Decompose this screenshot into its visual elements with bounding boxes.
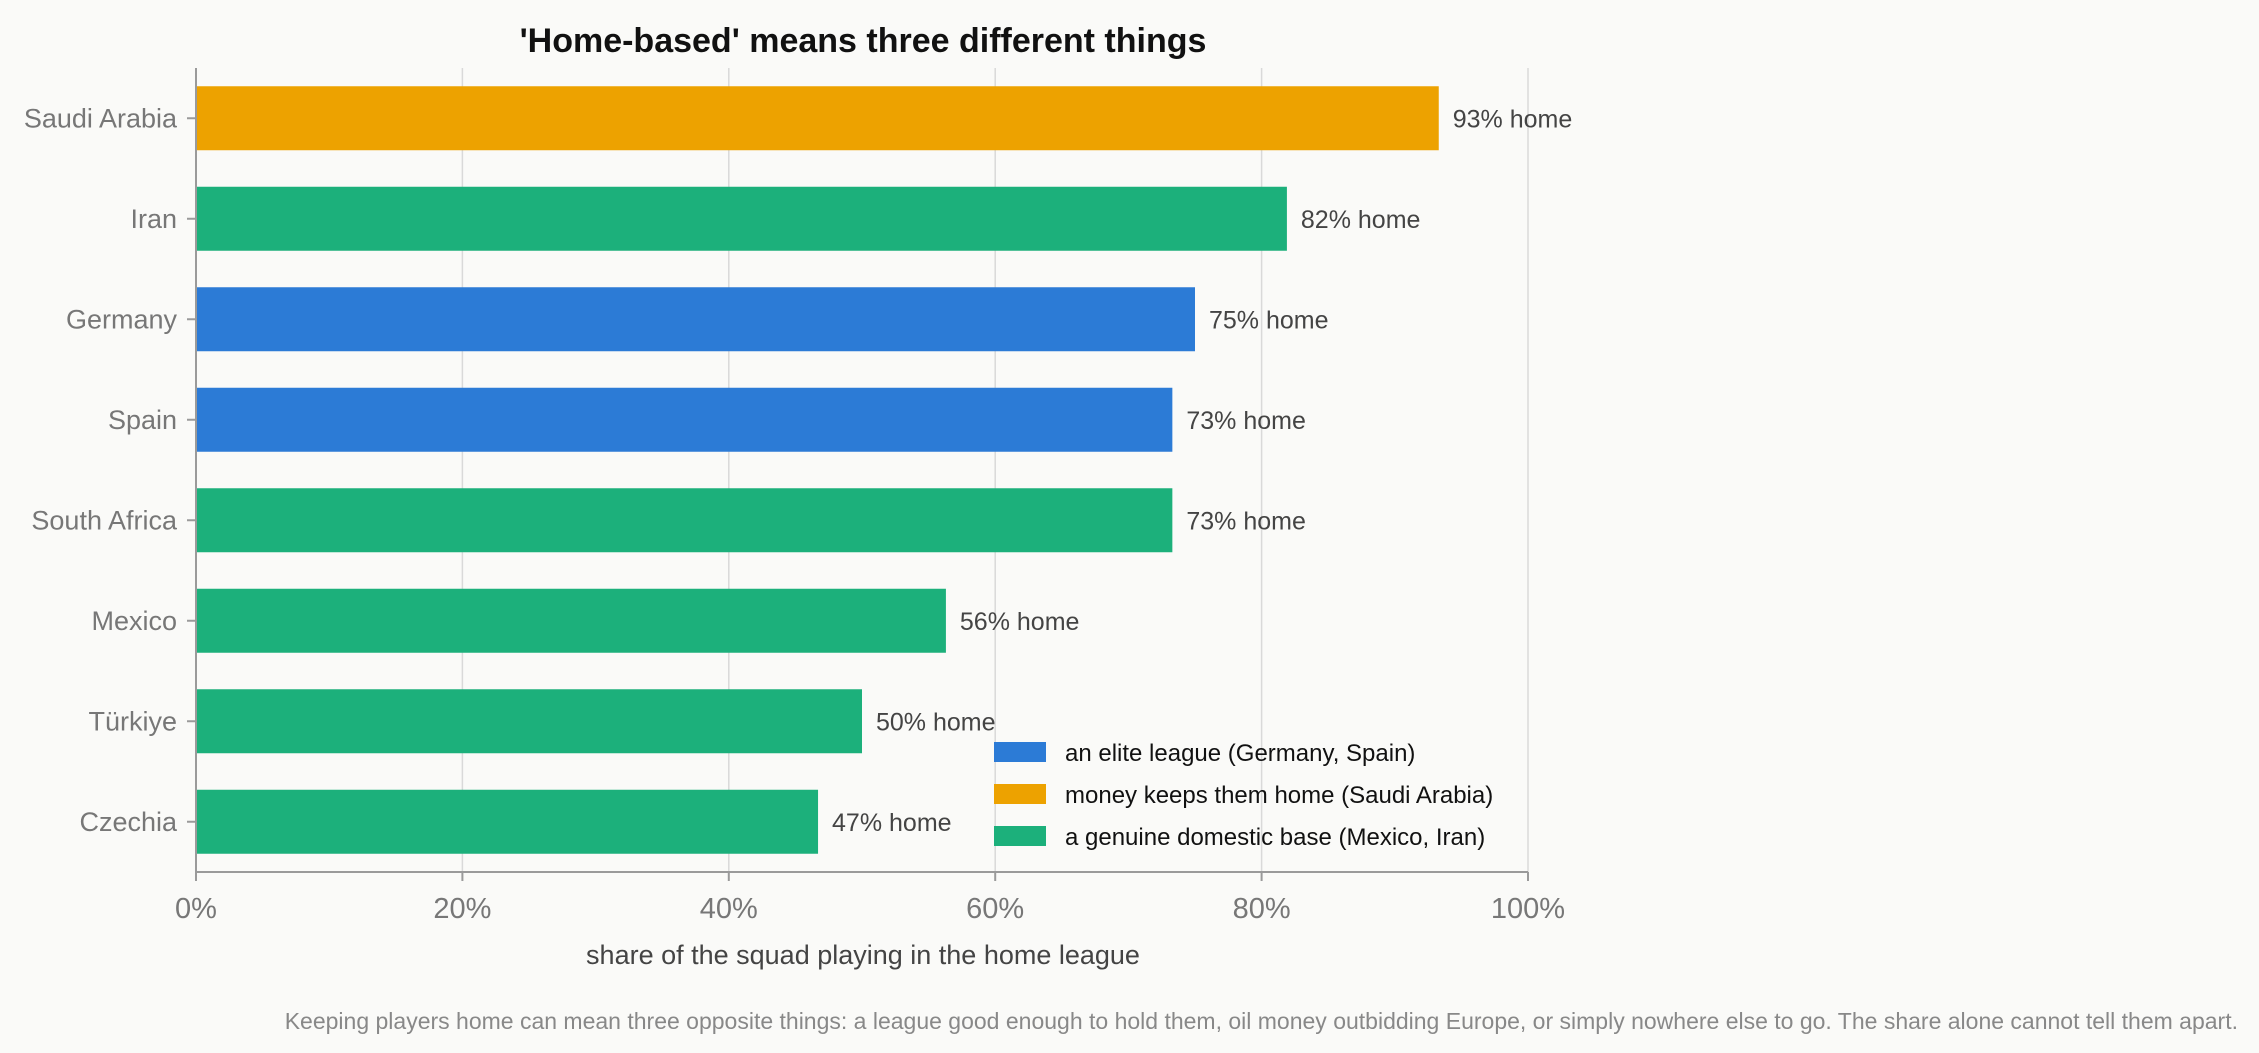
bar-value-label: 47% home — [832, 809, 952, 837]
legend-label: an elite league (Germany, Spain) — [1065, 740, 1415, 767]
bar-value-label: 93% home — [1453, 105, 1573, 133]
y-tick-label: Iran — [130, 204, 177, 234]
bar-value-label: 73% home — [1186, 507, 1306, 535]
bar-value-label: 73% home — [1186, 407, 1306, 435]
x-tick-label: 100% — [1491, 893, 1565, 925]
bar — [196, 588, 946, 653]
data-labels: 93% home 82% home 75% home 73% home 73% home… — [832, 105, 1572, 837]
legend-swatch — [994, 742, 1046, 762]
y-tick-label: Mexico — [91, 606, 177, 636]
x-axis-label: share of the squad playing in the home l… — [586, 940, 1140, 970]
x-tick-label: 60% — [966, 893, 1024, 925]
x-tick-label: 80% — [1233, 893, 1291, 925]
y-tick-label: Türkiye — [88, 706, 177, 736]
chart-title: 'Home-based' means three different thing… — [520, 22, 1207, 60]
bar — [196, 387, 1173, 452]
bar — [196, 86, 1439, 151]
bar — [196, 789, 819, 854]
axes: Saudi Arabia Iran Germany Spain South Africa… — [24, 68, 1565, 925]
bar-value-label: 50% home — [876, 708, 996, 736]
legend-swatch — [994, 826, 1046, 846]
x-tick-label: 20% — [433, 893, 491, 925]
bar — [196, 689, 862, 754]
x-tick-label: 40% — [700, 893, 758, 925]
y-tick-label: Spain — [108, 405, 177, 435]
bar — [196, 488, 1173, 553]
bar — [196, 287, 1195, 352]
y-tick-label: South Africa — [31, 505, 178, 535]
bar-value-label: 56% home — [960, 608, 1080, 636]
bar-value-label: 75% home — [1209, 306, 1329, 334]
x-tick-label: 0% — [175, 893, 217, 925]
legend-label: money keeps them home (Saudi Arabia) — [1065, 782, 1493, 809]
bar-value-label: 82% home — [1301, 206, 1421, 234]
legend-swatch — [994, 784, 1046, 804]
y-tick-label: Czechia — [79, 807, 178, 837]
chart-caption: Keeping players home can mean three oppo… — [285, 1008, 2238, 1034]
legend: an elite league (Germany, Spain) money ke… — [994, 740, 1493, 851]
y-tick-label: Saudi Arabia — [24, 103, 178, 133]
y-tick-label: Germany — [66, 304, 178, 334]
bars — [196, 86, 1439, 854]
legend-label: a genuine domestic base (Mexico, Iran) — [1065, 824, 1485, 851]
bar — [196, 186, 1287, 251]
